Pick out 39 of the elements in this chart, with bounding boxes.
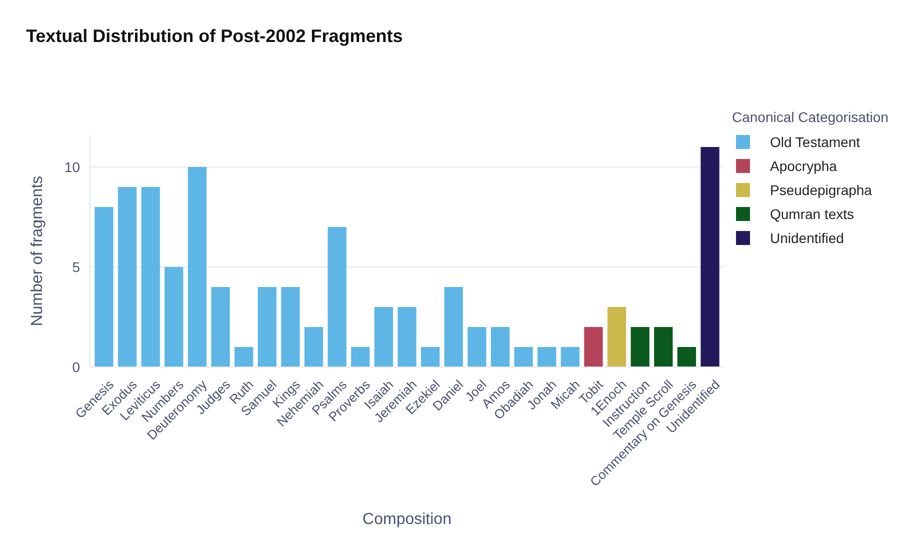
y-tick-label: 0: [72, 358, 80, 375]
y-axis-title: Number of fragments: [29, 176, 46, 326]
bar: [584, 327, 603, 367]
bar: [351, 347, 370, 367]
legend-label: Pseudepigrapha: [770, 182, 872, 198]
y-tick-label: 5: [72, 258, 80, 275]
bar: [490, 327, 510, 367]
y-tick-label: 10: [64, 158, 80, 175]
bar: [118, 187, 137, 367]
bar: [398, 307, 416, 367]
bar: [94, 207, 114, 367]
bar: [281, 287, 300, 367]
bar: [444, 287, 463, 367]
bar: [234, 347, 254, 367]
bar: [304, 327, 324, 367]
legend-title: Canonical Categorisation: [732, 109, 888, 125]
bar: [328, 227, 346, 367]
bar: [630, 327, 650, 367]
chart-title: Textual Distribution of Post-2002 Fragments: [26, 26, 403, 46]
bar: [164, 267, 184, 367]
bar: [374, 307, 394, 367]
bar: [514, 347, 533, 367]
bar: [211, 287, 230, 367]
bar: [677, 347, 696, 367]
legend-label: Apocrypha: [770, 158, 838, 174]
legend-label: Old Testament: [770, 134, 860, 150]
bar: [468, 327, 486, 367]
bar: [700, 147, 720, 367]
bar: [188, 167, 207, 367]
bar: [560, 347, 580, 367]
x-axis-title: Composition: [362, 511, 452, 528]
bar: [607, 307, 626, 367]
bar: [258, 287, 276, 367]
bar: [420, 347, 440, 367]
legend-label: Unidentified: [770, 230, 844, 246]
bar: [654, 327, 673, 367]
bar: [538, 347, 556, 367]
bar: [141, 187, 160, 367]
legend-label: Qumran texts: [770, 206, 854, 222]
